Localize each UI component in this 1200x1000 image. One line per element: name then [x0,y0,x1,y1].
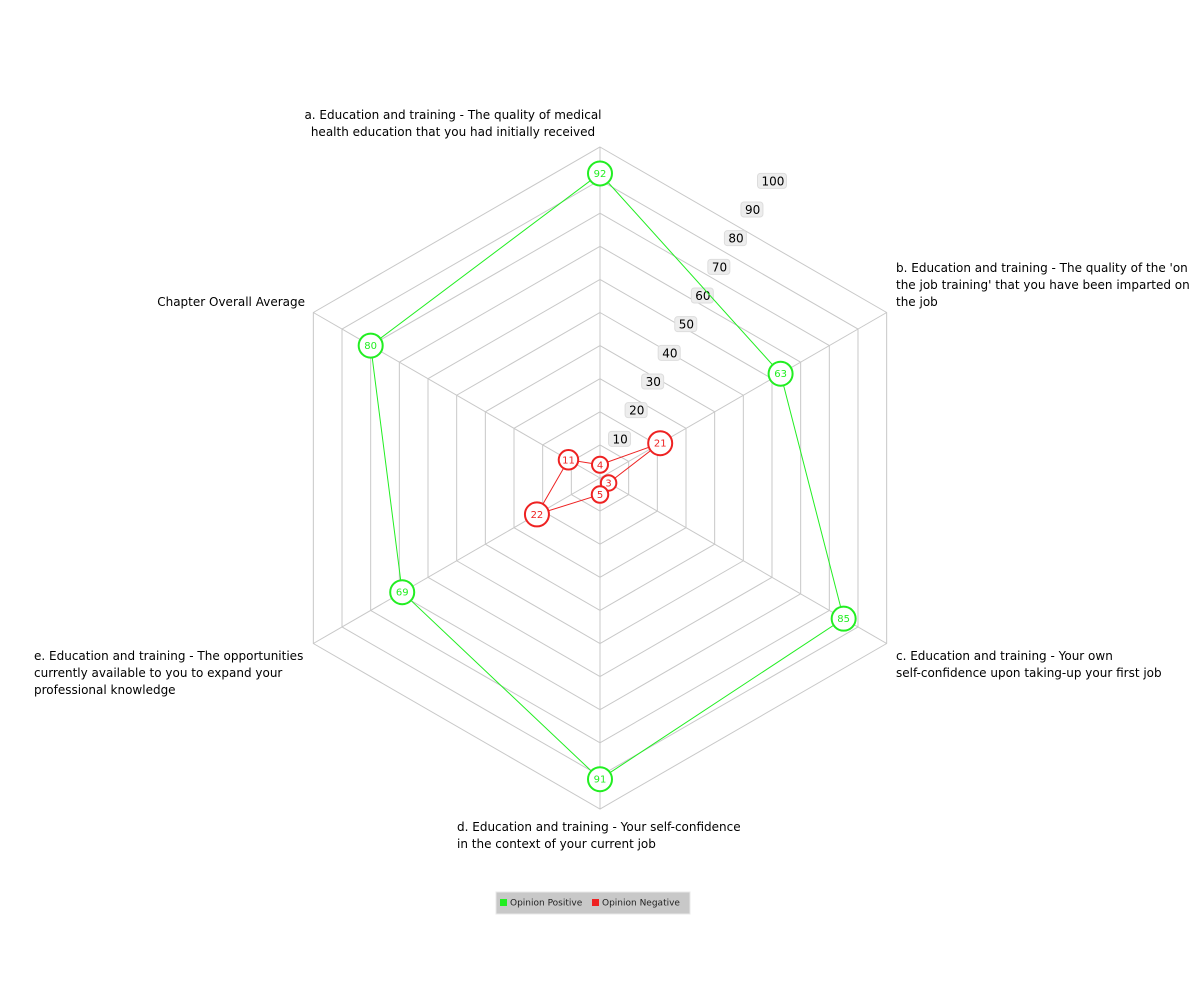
series-1-point-4 [523,501,550,528]
tick-label-70: 70 [712,260,727,274]
series-0-value-1: 63 [774,369,787,380]
legend-swatch-1 [592,899,599,906]
series-1-value-0: 4 [597,460,603,471]
axis-label-1-line-0: b. Education and training - The quality … [896,261,1188,275]
tick-label-50: 50 [679,318,694,332]
axis-label-3-line-0: d. Education and training - Your self-co… [457,820,741,834]
legend-label-1: Opinion Negative [602,899,680,909]
tick-bg-10 [608,430,632,447]
tick-bg-50 [674,316,698,333]
legend-swatch-0 [500,899,507,906]
series-0-point-5 [357,332,384,359]
tick-label-30: 30 [646,375,661,389]
series-1-point-0 [591,455,609,474]
tick-bg-30 [641,373,665,390]
tick-bg-60 [690,287,714,304]
series-0-value-2: 85 [837,614,850,625]
series-0-point-3 [587,766,613,793]
tick-label-80: 80 [728,232,743,246]
series-0-value-4: 69 [396,588,409,599]
legend-label-0: Opinion Positive [510,899,583,909]
tick-bg-90 [740,201,764,218]
tick-bg-100 [757,172,787,189]
axis-label-4-line-1: currently available to you to expand you… [34,666,282,680]
series-0-value-3: 91 [594,775,607,786]
series-1-value-2: 3 [605,478,611,489]
axis-spoke-1 [599,312,887,479]
legend: Opinion Positive Opinion Negative [495,891,691,915]
series-1-value-1: 21 [654,439,667,450]
tick-bg-40 [657,344,681,361]
series-0-point-0 [587,160,613,187]
tick-label-90: 90 [745,203,760,217]
series-1-point-1 [647,430,674,457]
axis-spoke-4 [313,477,601,644]
axis-label-5-line-0: Chapter Overall Average [157,295,305,309]
tick-label-20: 20 [629,404,644,418]
axis-label-1-line-2: the job [896,295,938,309]
axis-label-4-line-2: professional knowledge [34,683,176,697]
axis-label-2-line-1: self-confidence upon taking-up your firs… [896,666,1162,680]
series-0-point-1 [767,360,794,387]
tick-bg-70 [707,258,731,275]
series-1-point-3 [590,485,610,504]
series-1-value-4: 22 [531,510,544,521]
tick-label-60: 60 [695,289,710,303]
axis-label-4-line-0: e. Education and training - The opportun… [34,649,303,663]
tick-bg-20 [624,402,648,419]
series-1-value-5: 11 [562,455,575,466]
axis-label-0-line-0: a. Education and training - The quality … [304,108,601,122]
series-0-point-2 [830,605,857,632]
axis-label-0-line-1: health education that you had initially … [311,125,595,139]
series-0-point-4 [389,579,416,606]
axis-label-2-line-0: c. Education and training - Your own [896,649,1113,663]
series-1-point-5 [557,449,580,471]
tick-label-100: 100 [762,174,785,188]
tick-label-40: 40 [662,346,677,360]
series-1-value-3: 5 [597,490,603,501]
series: 92 63 85 91 69 80 4 21 35 22 11 [357,160,857,793]
axis-labels: a. Education and training - The quality … [34,108,1190,851]
axis-label-1-line-1: the job training' that you have been imp… [896,278,1190,292]
tick-bg-80 [723,230,747,247]
axis-label-3-line-1: in the context of your current job [457,837,656,851]
series-0-value-5: 80 [364,341,377,352]
tick-label-10: 10 [613,432,628,446]
series-0-value-0: 92 [594,169,607,180]
